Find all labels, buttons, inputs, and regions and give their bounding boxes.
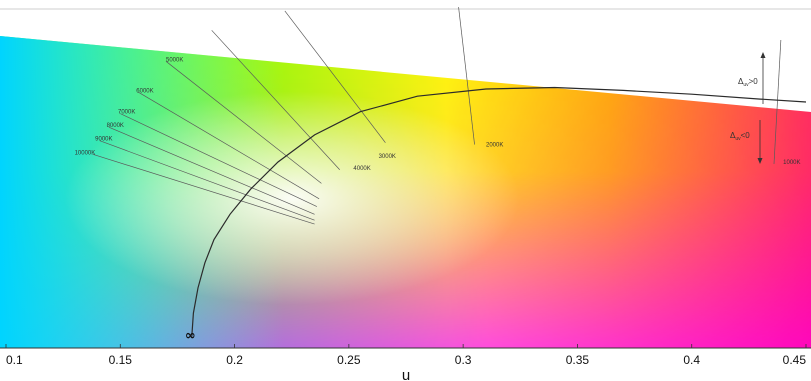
isotherm-line	[165, 61, 322, 184]
isotherm-line	[99, 140, 315, 221]
isotherm-label: 9000K	[95, 137, 112, 143]
isotherm-label: 4000K	[353, 166, 370, 172]
isotherm-label: 2000K	[486, 143, 503, 149]
isotherm-label: 7000K	[118, 110, 135, 116]
isotherm-label: 8000K	[107, 123, 124, 129]
duv-annotations: Δuv>0 Δuv<0	[730, 52, 766, 164]
isotherm-line	[773, 39, 782, 164]
isotherm-line	[458, 7, 475, 145]
isotherm-lines	[92, 7, 782, 225]
x-tick-label: 0.1	[6, 353, 23, 367]
x-tick-label: 0.45	[783, 353, 807, 367]
isotherm-line	[284, 10, 386, 143]
isotherm-line	[120, 113, 318, 207]
x-tick-label: 0.4	[683, 353, 700, 367]
x-axis-label: u	[402, 367, 410, 381]
isotherm-label: 1000K	[783, 160, 800, 166]
isotherm-line	[108, 126, 315, 215]
isotherm-line	[138, 91, 320, 200]
isotherm-label: 3000K	[379, 154, 396, 160]
x-tick-label: 0.2	[226, 353, 243, 367]
isotherm-label: 5000K	[166, 57, 183, 63]
isotherm-line	[211, 30, 340, 171]
planckian-locus	[191, 86, 807, 337]
x-tick-label: 0.15	[109, 353, 133, 367]
duv-positive-label: Δuv>0	[738, 77, 758, 88]
x-axis-ticks: 0.1 0.15 0.2 0.25 0.3 0.35 0.4 0.45	[5, 344, 807, 367]
isotherm-labels: 1000K 2000K 3000K 4000K 5000K 6000K 7000K 8000K…	[75, 57, 801, 171]
isotherm-label: 10000K	[75, 150, 96, 156]
x-tick-label: 0.25	[337, 353, 361, 367]
isotherm-line	[92, 153, 315, 225]
duv-negative-label: Δuv<0	[730, 131, 750, 142]
isotherm-label: 6000K	[136, 88, 153, 94]
x-tick-label: 0.35	[566, 353, 590, 367]
infinity-label: ∞	[185, 328, 196, 343]
x-tick-label: 0.3	[455, 353, 472, 367]
